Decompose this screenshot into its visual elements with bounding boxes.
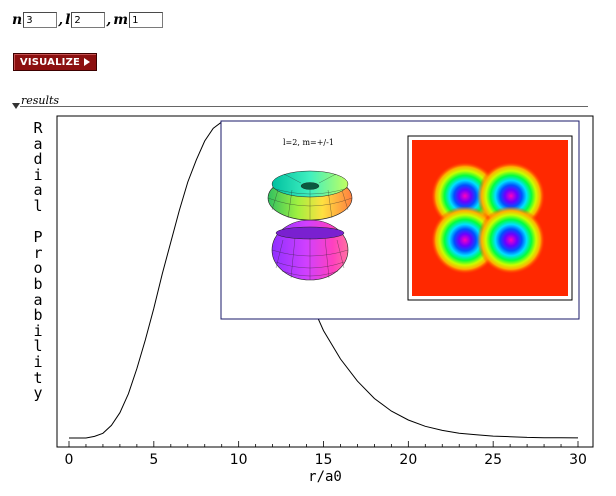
separator: , bbox=[58, 12, 64, 28]
x-axis-tick-labels: 0 5 10 15 20 25 30 bbox=[65, 452, 587, 468]
results-label: results bbox=[21, 94, 60, 107]
x-tick-label: 20 bbox=[399, 452, 417, 468]
x-tick-label: 30 bbox=[569, 452, 587, 468]
quantum-number-controls: n , l , m bbox=[12, 9, 164, 31]
separator: , bbox=[106, 12, 112, 28]
l-label: l bbox=[65, 12, 71, 28]
plot-frame bbox=[56, 115, 594, 448]
orbital-visualization-inset bbox=[220, 120, 580, 320]
inset-orbital-label: l=2, m=+/-1 bbox=[283, 138, 334, 147]
m-input[interactable] bbox=[129, 12, 164, 28]
results-divider bbox=[20, 106, 588, 107]
x-tick-label: 25 bbox=[484, 452, 502, 468]
visualize-button-label: VISUALIZE bbox=[19, 56, 81, 68]
l-input[interactable] bbox=[71, 12, 106, 28]
orbital-density-map bbox=[407, 135, 573, 301]
results-collapse-toggle-icon[interactable] bbox=[12, 103, 20, 109]
visualize-button[interactable]: VISUALIZE bbox=[13, 53, 97, 71]
n-label: n bbox=[12, 12, 23, 28]
x-tick-label: 5 bbox=[149, 452, 158, 468]
x-axis-ticks bbox=[68, 441, 579, 447]
n-input[interactable] bbox=[23, 12, 58, 28]
m-label: m bbox=[113, 12, 129, 28]
play-arrow-icon bbox=[84, 58, 91, 66]
x-tick-label: 0 bbox=[65, 452, 74, 468]
orbital-3d-shape bbox=[267, 170, 353, 281]
x-tick-label: 10 bbox=[230, 452, 248, 468]
x-tick-label: 15 bbox=[315, 452, 333, 468]
x-axis-label: r/a0 bbox=[308, 469, 342, 485]
